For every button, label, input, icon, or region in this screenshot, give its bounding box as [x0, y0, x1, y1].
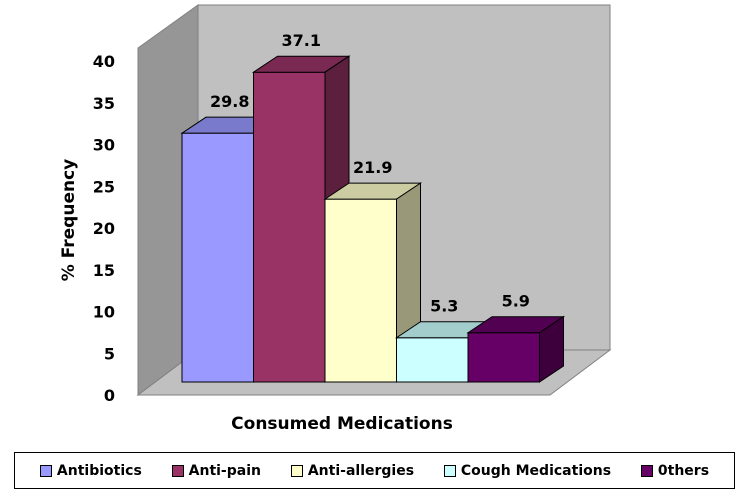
- data-label: 29.8: [210, 92, 249, 111]
- data-labels: 29.8 37.1 21.9 5.3 5.9: [210, 31, 530, 316]
- bar-front: [396, 337, 469, 383]
- y-tick-label: 10: [93, 303, 115, 322]
- data-label: 37.1: [282, 31, 321, 50]
- y-tick-label: 25: [93, 177, 115, 196]
- y-tick-label: 40: [93, 52, 115, 71]
- bar-others: [466, 315, 566, 383]
- legend: Antibiotics Anti-pain Anti-allergies Cough …: [14, 452, 735, 489]
- legend-label: Anti-pain: [188, 462, 261, 479]
- legend-swatch: [39, 464, 52, 477]
- y-tick-label: 20: [93, 219, 115, 238]
- bars: [180, 55, 566, 383]
- data-label: 21.9: [353, 158, 392, 177]
- bar-front: [181, 132, 254, 383]
- legend-swatch: [640, 464, 653, 477]
- bar-front: [467, 332, 540, 383]
- legend-item: Anti-allergies: [290, 462, 415, 479]
- legend-item: Antibiotics: [39, 462, 142, 479]
- bar-side: [539, 315, 564, 383]
- y-tick-label: 0: [104, 386, 115, 405]
- y-tick-label: 15: [93, 261, 115, 280]
- y-axis-ticks: 0 5 10 15 20 25 30 35 40: [93, 52, 115, 405]
- y-tick-label: 5: [104, 344, 115, 363]
- legend-label: Cough Medications: [460, 462, 612, 479]
- x-axis-title: Consumed Medications: [231, 414, 453, 434]
- data-label: 5.9: [502, 292, 530, 311]
- bar-front: [324, 198, 397, 383]
- legend-swatch: [171, 464, 184, 477]
- y-axis-title: % Frequency: [59, 159, 79, 281]
- legend-item: 0thers: [640, 462, 710, 479]
- y-tick-label: 35: [93, 94, 115, 113]
- legend-item: Cough Medications: [443, 462, 612, 479]
- data-label: 5.3: [430, 297, 458, 316]
- legend-item: Anti-pain: [171, 462, 261, 479]
- legend-label: Anti-allergies: [307, 462, 415, 479]
- legend-label: Antibiotics: [56, 462, 142, 479]
- legend-swatch: [290, 464, 303, 477]
- y-tick-label: 30: [93, 136, 115, 155]
- bar-front: [253, 71, 326, 383]
- bar-anti-allergies: [323, 182, 423, 383]
- legend-swatch: [443, 464, 456, 477]
- legend-label: 0thers: [657, 462, 710, 479]
